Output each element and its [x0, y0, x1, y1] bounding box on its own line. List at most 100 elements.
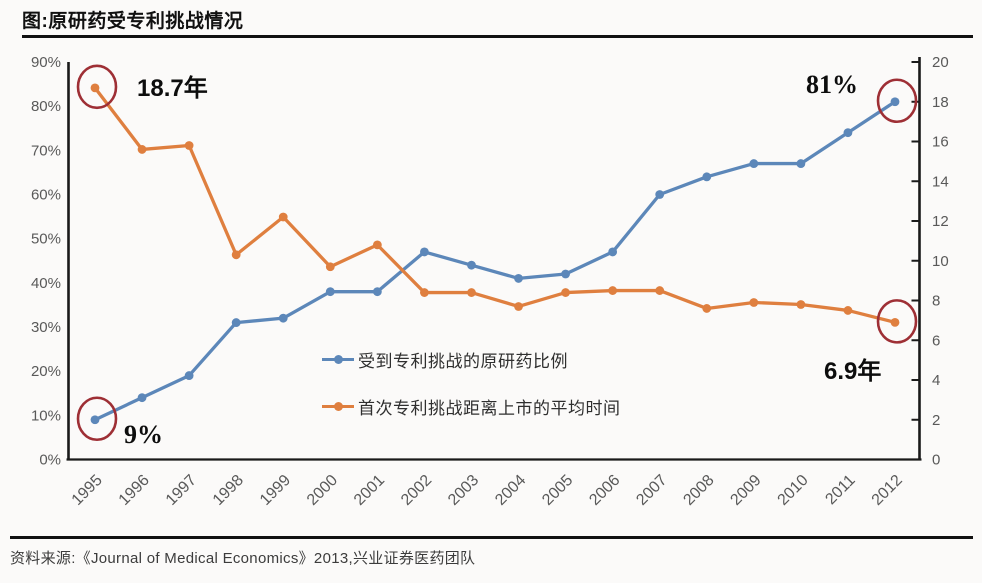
x-axis-year-label: 1998	[210, 472, 247, 509]
footer-divider	[10, 536, 973, 539]
series-marker-orange	[137, 145, 147, 154]
legend-item-blue: 受到专利挑战的原研药比例	[322, 348, 621, 371]
right-axis-tick-label: 8	[932, 293, 940, 310]
series-marker-blue	[655, 190, 665, 199]
legend-label-blue: 受到专利挑战的原研药比例	[358, 351, 568, 371]
right-axis-tick-label: 16	[932, 134, 949, 151]
right-axis-tick-label: 2	[932, 412, 940, 429]
legend-marker-blue-line-icon	[322, 354, 354, 364]
series-marker-orange	[184, 141, 194, 150]
annotation-last-orange: 6.9年	[824, 358, 882, 385]
series-marker-orange	[467, 288, 476, 297]
x-axis-year-label: 2009	[727, 472, 764, 509]
series-marker-blue	[184, 371, 194, 380]
left-axis-tick-label: 80%	[31, 98, 61, 115]
series-marker-orange	[749, 298, 759, 307]
left-axis-tick-label: 40%	[31, 275, 61, 292]
x-axis-year-label: 1995	[69, 472, 106, 509]
right-axis-tick-label: 6	[932, 332, 940, 349]
series-line-blue	[93, 100, 897, 422]
annotation-last-blue: 81%	[806, 70, 858, 99]
annotation-first-orange: 18.7年	[137, 75, 208, 102]
x-axis-year-label: 2007	[633, 472, 670, 509]
left-axis-tick-label: 90%	[31, 54, 61, 71]
series-marker-orange	[655, 286, 665, 295]
chart-legend: 受到专利挑战的原研药比例 首次专利挑战距离上市的平均时间	[322, 348, 621, 442]
x-axis-year-label: 2001	[351, 472, 388, 509]
left-axis-tick-label: 70%	[31, 142, 61, 159]
series-marker-blue	[843, 128, 853, 138]
x-axis-year-label: 2000	[304, 472, 341, 509]
x-axis-year-label: 2012	[869, 472, 906, 509]
series-marker-orange	[561, 288, 570, 297]
series-marker-blue	[372, 287, 382, 297]
series-marker-orange	[843, 306, 853, 315]
x-axis-year-label: 1996	[116, 472, 153, 509]
legend-dot-swatch	[334, 402, 343, 411]
series-marker-orange	[90, 83, 100, 93]
x-axis-year-label: 2002	[398, 472, 435, 509]
chart-title: 图:原研药受专利挑战情况	[22, 11, 244, 32]
right-axis-tick-label: 14	[932, 173, 949, 190]
right-axis-tick-label: 10	[932, 253, 949, 270]
left-axis-tick-label: 30%	[31, 319, 61, 336]
series-marker-blue	[749, 159, 759, 168]
series-marker-orange	[325, 262, 335, 272]
x-axis-year-label: 2010	[775, 472, 812, 509]
series-marker-orange	[231, 250, 241, 260]
x-axis-year-label: 1997	[163, 472, 200, 509]
legend-item-orange: 首次专利挑战距离上市的平均时间	[322, 395, 621, 418]
series-marker-blue	[514, 274, 523, 283]
series-marker-orange	[608, 286, 618, 295]
series-line-orange	[93, 86, 897, 325]
series-marker-blue	[561, 269, 570, 279]
series-marker-blue	[278, 313, 288, 323]
right-axis-tick-label: 12	[932, 213, 949, 230]
series-marker-orange	[372, 240, 382, 250]
left-axis-tick-label: 20%	[31, 363, 61, 380]
right-axis-tick-label: 0	[932, 452, 940, 469]
x-axis-year-label: 1999	[257, 472, 294, 509]
series-marker-blue	[796, 159, 806, 168]
series-marker-orange	[514, 302, 523, 311]
annotation-first-blue: 9%	[124, 420, 163, 449]
series-marker-blue	[890, 97, 900, 107]
series-marker-orange	[796, 300, 806, 309]
legend-label-orange: 首次专利挑战距离上市的平均时间	[358, 398, 621, 418]
annotation-circle	[876, 78, 918, 124]
series-marker-orange	[420, 288, 429, 297]
right-axis-tick-label: 20	[932, 54, 949, 71]
series-marker-blue	[90, 415, 100, 425]
series-marker-blue	[702, 172, 712, 182]
series-marker-orange	[702, 304, 712, 313]
left-axis-tick-label: 50%	[31, 231, 61, 248]
series-marker-blue	[325, 287, 335, 297]
legend-marker-orange-line-icon	[322, 401, 354, 411]
series-marker-blue	[231, 318, 241, 327]
series-marker-orange	[890, 317, 900, 327]
left-axis-tick-label: 60%	[31, 187, 61, 204]
right-axis-tick-label: 18	[932, 94, 949, 111]
title-underline	[22, 35, 973, 38]
x-axis-year-label: 2005	[539, 472, 576, 509]
left-axis-tick-label: 10%	[31, 407, 61, 424]
legend-dot-swatch	[334, 355, 343, 364]
x-axis-year-label: 2003	[445, 472, 482, 509]
x-axis-year-label: 2004	[492, 472, 529, 509]
x-axis-year-label: 2011	[822, 472, 858, 508]
series-marker-blue	[137, 393, 147, 403]
x-axis-year-label: 2006	[586, 472, 623, 509]
series-marker-orange	[278, 212, 288, 222]
series-marker-blue	[608, 247, 618, 257]
left-axis-tick-label: 0%	[39, 452, 61, 469]
source-note: 资料来源:《Journal of Medical Economics》2013,…	[10, 550, 476, 567]
series-marker-blue	[467, 260, 476, 270]
annotation-circle	[876, 299, 918, 344]
series-marker-blue	[420, 247, 429, 257]
annotation-circle	[76, 396, 118, 442]
right-axis-tick-label: 4	[932, 372, 940, 389]
annotation-circle	[76, 64, 118, 110]
x-axis-year-label: 2008	[680, 472, 717, 509]
